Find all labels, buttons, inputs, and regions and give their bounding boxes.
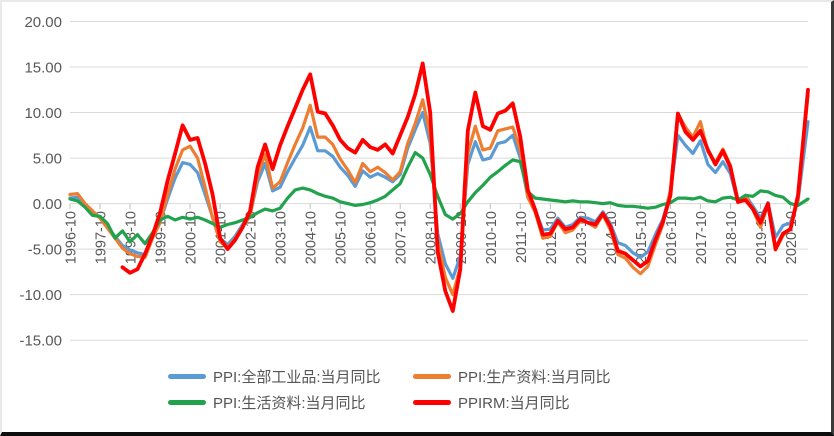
y-axis-label: 0.00 [33, 196, 62, 213]
legend-label: PPI:生活资料:当月同比 [213, 394, 366, 412]
x-axis-label: 2005-10 [334, 211, 350, 264]
gridlines [70, 21, 808, 341]
x-axis-label: 2011-10 [514, 211, 530, 263]
legend-label: PPI:全部工业品:当月同比 [213, 368, 381, 386]
legend-item-0: PPI:全部工业品:当月同比 [168, 366, 413, 387]
legend-swatch-icon [168, 399, 206, 405]
x-axis-label: 2007-10 [394, 211, 410, 264]
y-axis-label: -15.00 [19, 332, 62, 349]
y-axis-label: -10.00 [19, 287, 62, 304]
legend-swatch-icon [413, 399, 451, 405]
y-axis-labels: 20.00 15.00 10.00 5.00 0.00 -5.00 -10.00 -15.00 [19, 14, 62, 350]
y-axis-label: 5.00 [33, 150, 62, 167]
legend-label: PPI:生产资料:当月同比 [458, 368, 611, 386]
legend-swatch-icon [413, 373, 451, 379]
x-axis-label: 2003-10 [274, 211, 290, 264]
legend-swatch-icon [168, 373, 206, 379]
x-axis-label: 2017-10 [694, 211, 710, 264]
legend-item-3: PPIRM:当月同比 [413, 392, 733, 413]
y-axis-label: -5.00 [28, 241, 62, 258]
y-axis-label: 10.00 [24, 105, 62, 122]
x-axis-label: 2018-10 [724, 211, 740, 264]
chart-legend: PPI:全部工业品:当月同比 PPI:生产资料:当月同比 PPI:生活资料:当月同比… [168, 363, 733, 415]
series-line-2 [68, 151, 810, 246]
legend-item-2: PPI:生活资料:当月同比 [168, 392, 413, 413]
series-line-3 [120, 61, 810, 313]
legend-item-1: PPI:生产资料:当月同比 [413, 366, 733, 387]
legend-label: PPIRM:当月同比 [458, 394, 570, 412]
x-axis-label: 2015-10 [634, 211, 650, 264]
x-axis-label: 1996-10 [64, 211, 80, 264]
x-axis-label: 2016-10 [664, 211, 680, 264]
x-axis-label: 2004-10 [304, 211, 320, 264]
y-axis-label: 20.00 [24, 14, 62, 31]
x-axis-label: 2006-10 [364, 211, 380, 264]
x-axis-label: 2010-10 [484, 211, 500, 264]
x-axis-labels: 1996-10 1997-10 1998-10 1999-10 2000-10 2001-… [64, 203, 800, 264]
x-axis-label: 2000-10 [184, 211, 200, 264]
x-axis-label: 2002-10 [244, 211, 260, 264]
y-axis-label: 15.00 [24, 59, 62, 76]
